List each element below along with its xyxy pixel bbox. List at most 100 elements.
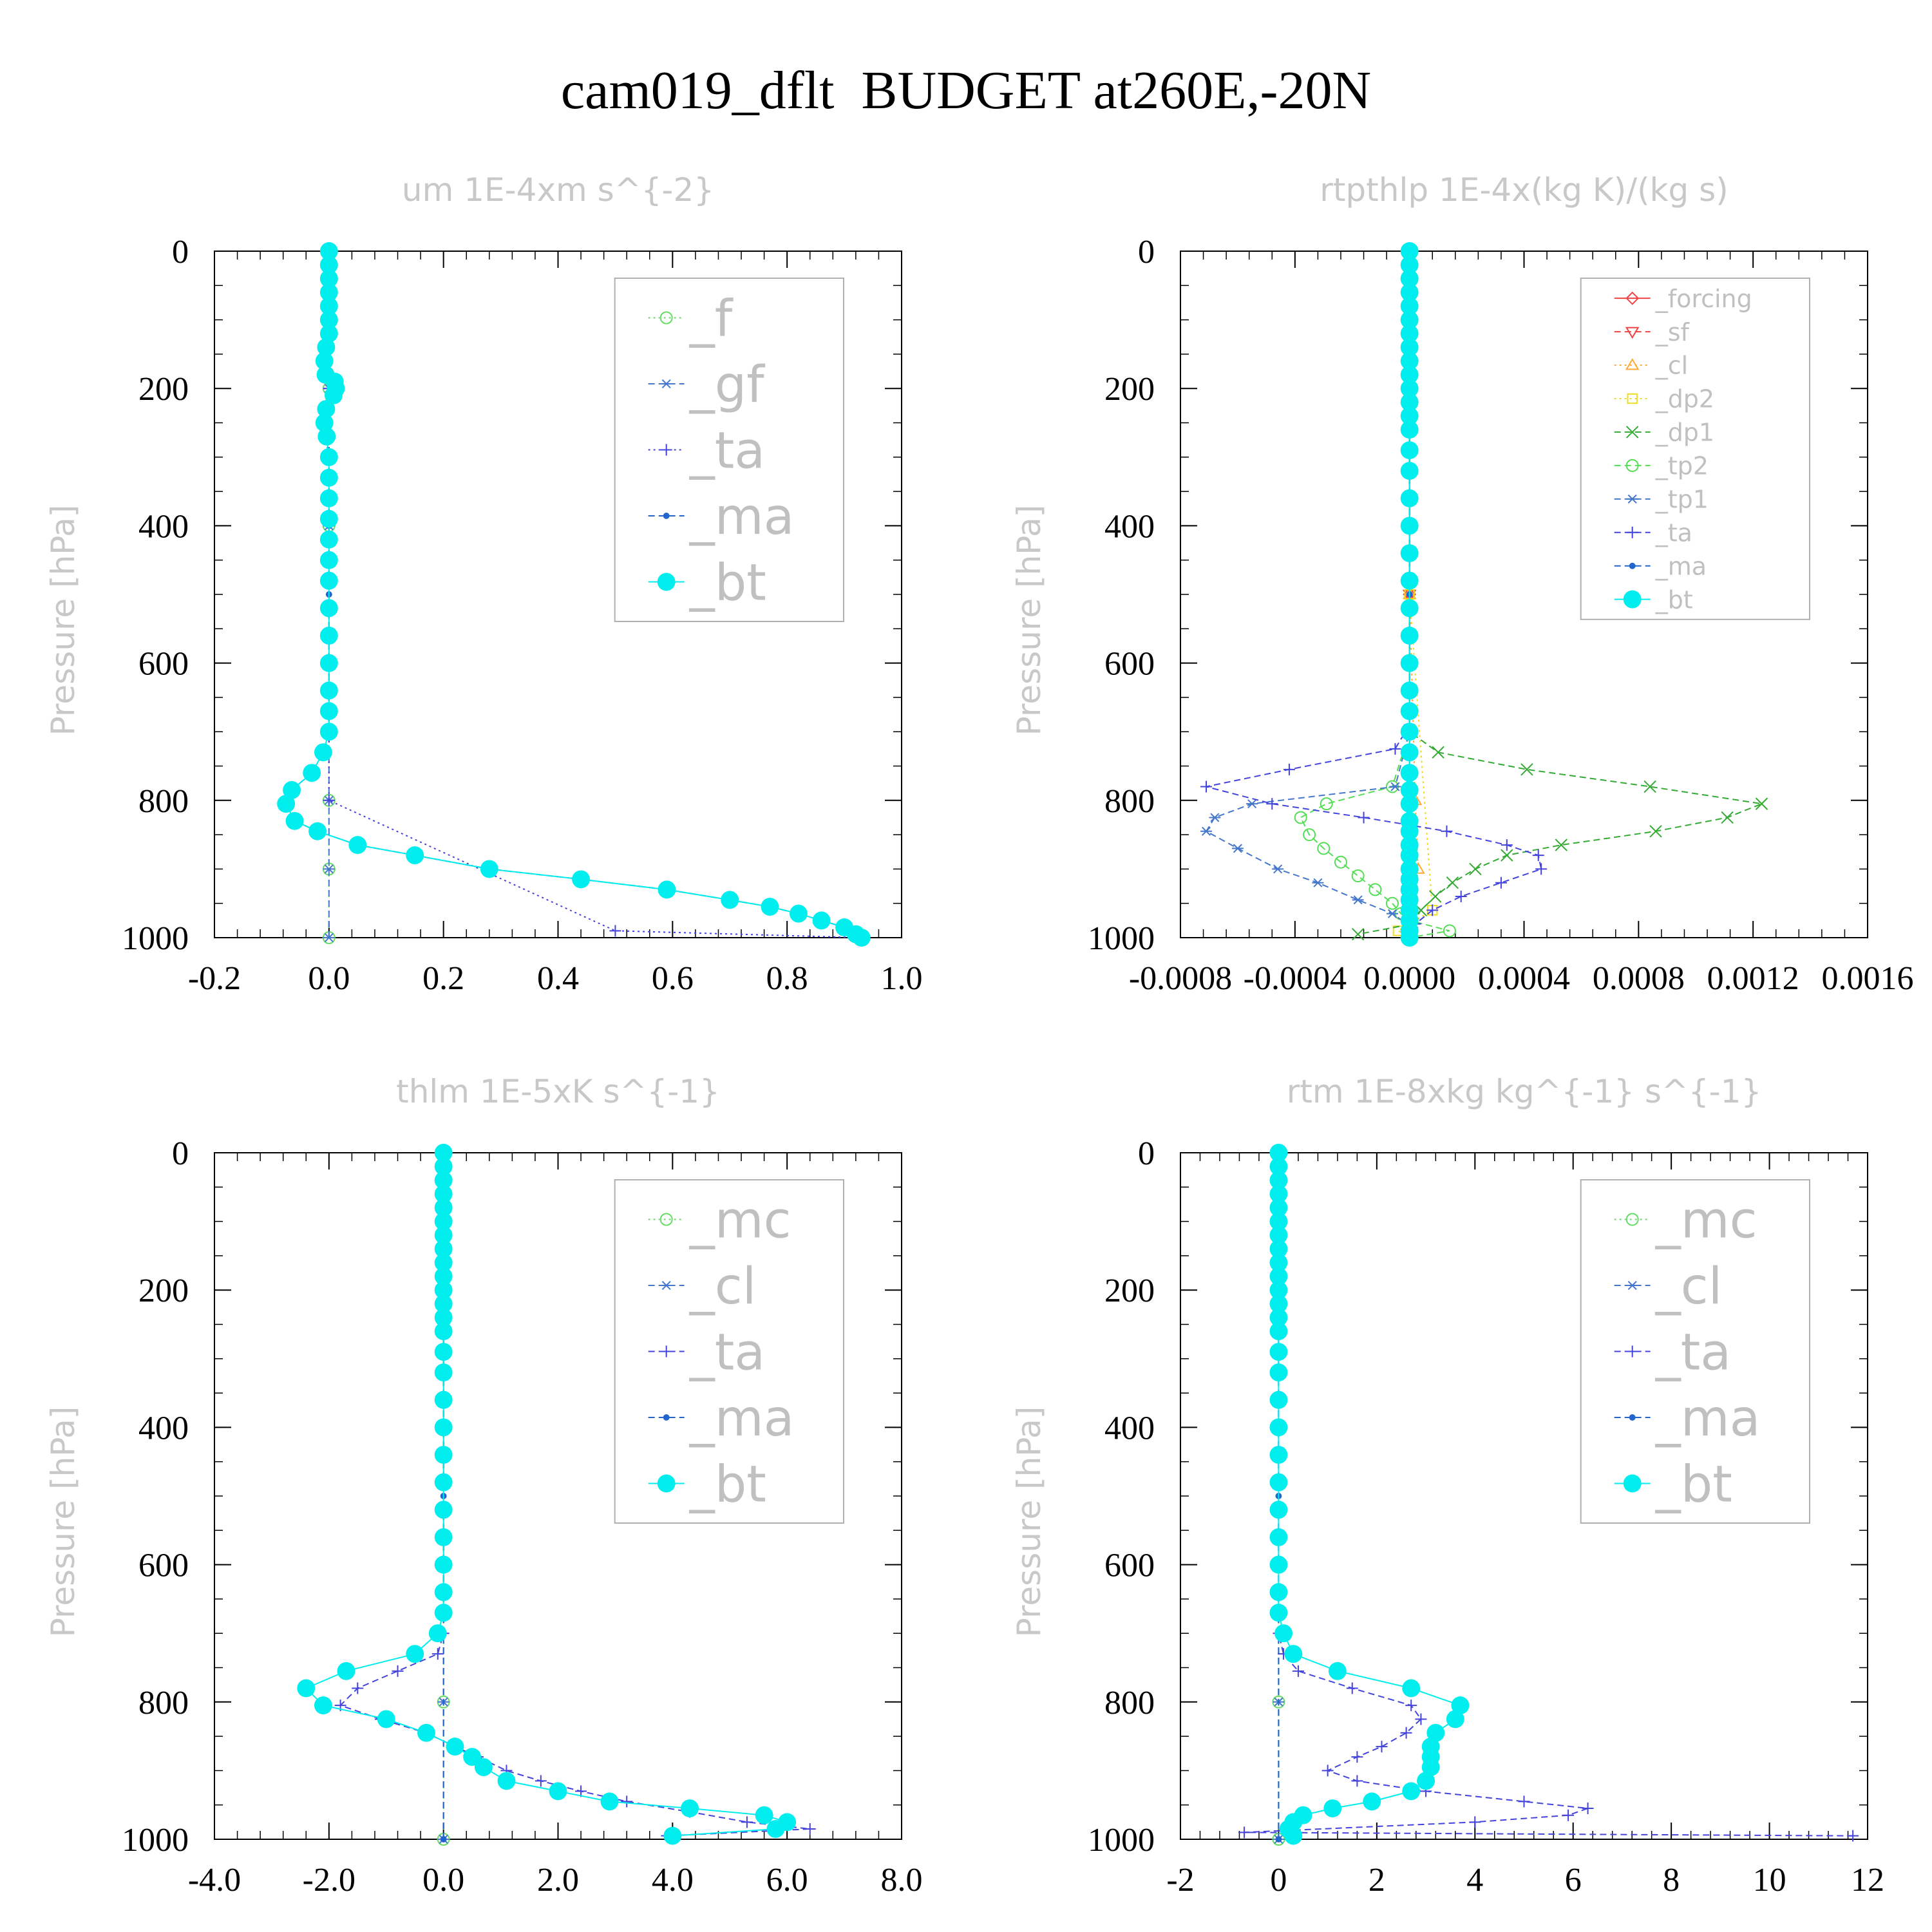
x-tick-label: 8 [1663, 1862, 1680, 1899]
data-point-bt [1269, 1343, 1288, 1361]
y-tick-label: 1000 [1088, 1822, 1155, 1859]
data-point-bt [1400, 441, 1419, 460]
chart-panel-4: 0 200 400 600 800 1000 -2 0 2 4 6 8 10 12 rtm 1E-8xkg … [1010, 1073, 1884, 1899]
series-group [277, 242, 871, 947]
data-point-bt [337, 1662, 355, 1680]
data-point-bt [434, 1144, 453, 1162]
y-tick-label: 0 [1138, 1135, 1155, 1172]
data-point-bt [434, 1418, 453, 1437]
legend-marker [659, 1213, 673, 1226]
data-point-tp1 [1209, 813, 1221, 822]
data-point-bt [852, 929, 871, 947]
legend-label: _mc [1655, 1192, 1757, 1250]
x-tick-label: 0 [1270, 1862, 1287, 1899]
data-point-bt [1426, 1723, 1445, 1742]
data-point-bt [319, 551, 338, 569]
data-point-bt [1421, 1758, 1440, 1777]
data-point-bt [317, 427, 336, 446]
data-point-bt [1400, 365, 1419, 384]
data-point-bt [283, 781, 301, 799]
data-point-ta [1535, 863, 1548, 875]
data-point-dp1 [1721, 811, 1734, 824]
series-line-ta [1206, 251, 1542, 938]
data-point-bt [434, 1212, 453, 1231]
data-point-bt [319, 530, 338, 549]
data-point-bt [314, 743, 332, 762]
x-tick-label: -2.0 [303, 1862, 355, 1899]
x-tick-label: 10 [1753, 1862, 1786, 1899]
data-point-bt [434, 1308, 453, 1327]
y-tick-label: 800 [138, 783, 189, 820]
legend-label: _f [689, 290, 734, 348]
data-point-bt [319, 324, 338, 343]
data-point-bt [572, 870, 591, 889]
data-point-ta [1441, 825, 1453, 837]
data-point-tp2 [1320, 797, 1333, 811]
data-point-bt [1400, 764, 1419, 782]
data-point-dp1 [1643, 780, 1656, 793]
data-point-bt [434, 1528, 453, 1546]
data-point-ta [1376, 1741, 1388, 1753]
data-point-ta [535, 1775, 547, 1787]
data-point-bt [1269, 1528, 1288, 1546]
y-tick-label: 600 [1104, 646, 1155, 683]
y-tick-label: 400 [138, 1410, 189, 1446]
data-point-dp1 [1446, 876, 1459, 889]
data-point-ta [1351, 1775, 1363, 1787]
x-tick-label: 0.2 [422, 960, 464, 997]
data-point-tp2 [1351, 869, 1365, 883]
series-group [297, 1144, 816, 1846]
data-point-bt [681, 1799, 699, 1817]
legend-label: _cl [1655, 352, 1688, 380]
panel-title: rtpthlp 1E-4x(kg K)/(kg s) [1320, 171, 1728, 209]
data-point-bt [308, 822, 327, 840]
data-point-dp1 [1649, 825, 1662, 838]
y-tick-label: 600 [138, 646, 189, 683]
data-point-bt [434, 1583, 453, 1602]
x-tick-label: 0.0000 [1363, 960, 1455, 997]
data-point-bt [315, 413, 334, 432]
data-point-bt [790, 904, 808, 923]
data-point-ta [1562, 1809, 1575, 1821]
data-point-bt [1402, 1782, 1421, 1801]
y-tick-label: 200 [1104, 1273, 1155, 1309]
data-point-bt [1400, 324, 1419, 343]
data-point-bt [812, 911, 831, 930]
data-point-bt [1400, 406, 1419, 425]
data-point-ta [1358, 811, 1370, 824]
legend-marker [660, 1345, 672, 1358]
data-point-bt [319, 297, 338, 316]
data-point-bt [319, 310, 338, 329]
data-point-ma [1275, 1836, 1282, 1842]
legend-marker [1626, 1280, 1638, 1291]
x-tick-label: -0.0008 [1129, 960, 1232, 997]
data-point-ta [1532, 849, 1544, 862]
legend-marker [1625, 327, 1640, 339]
legend-marker [660, 1280, 672, 1291]
data-point-bt [1400, 393, 1419, 412]
data-point-bt [1269, 1501, 1288, 1519]
data-point-bt [549, 1782, 567, 1801]
y-tick-label: 800 [1104, 783, 1155, 820]
data-point-bt [1269, 1144, 1288, 1162]
x-tick-label: 0.0004 [1478, 960, 1570, 997]
data-point-ta [1847, 1830, 1859, 1842]
data-point-bt [406, 1645, 424, 1663]
data-point-tp1 [1312, 878, 1324, 887]
x-tick-label: 0.0012 [1707, 960, 1799, 997]
data-point-bt [434, 1501, 453, 1519]
legend-marker [660, 379, 672, 389]
x-tick-label: 0.0016 [1822, 960, 1914, 997]
y-tick-label: 400 [138, 508, 189, 545]
data-point-tp2 [1385, 896, 1399, 910]
series-group [1238, 1144, 1859, 1846]
data-point-bt [1400, 723, 1419, 741]
y-axis-label: Pressure [hPa] [1010, 1406, 1048, 1638]
data-point-bt [434, 1226, 453, 1244]
data-point-bt [761, 898, 779, 916]
data-point-bt [1269, 1226, 1288, 1244]
data-point-bt [319, 599, 338, 618]
data-point-bt [406, 846, 424, 865]
data-point-bt [319, 468, 338, 487]
data-point-bt [1400, 421, 1419, 439]
